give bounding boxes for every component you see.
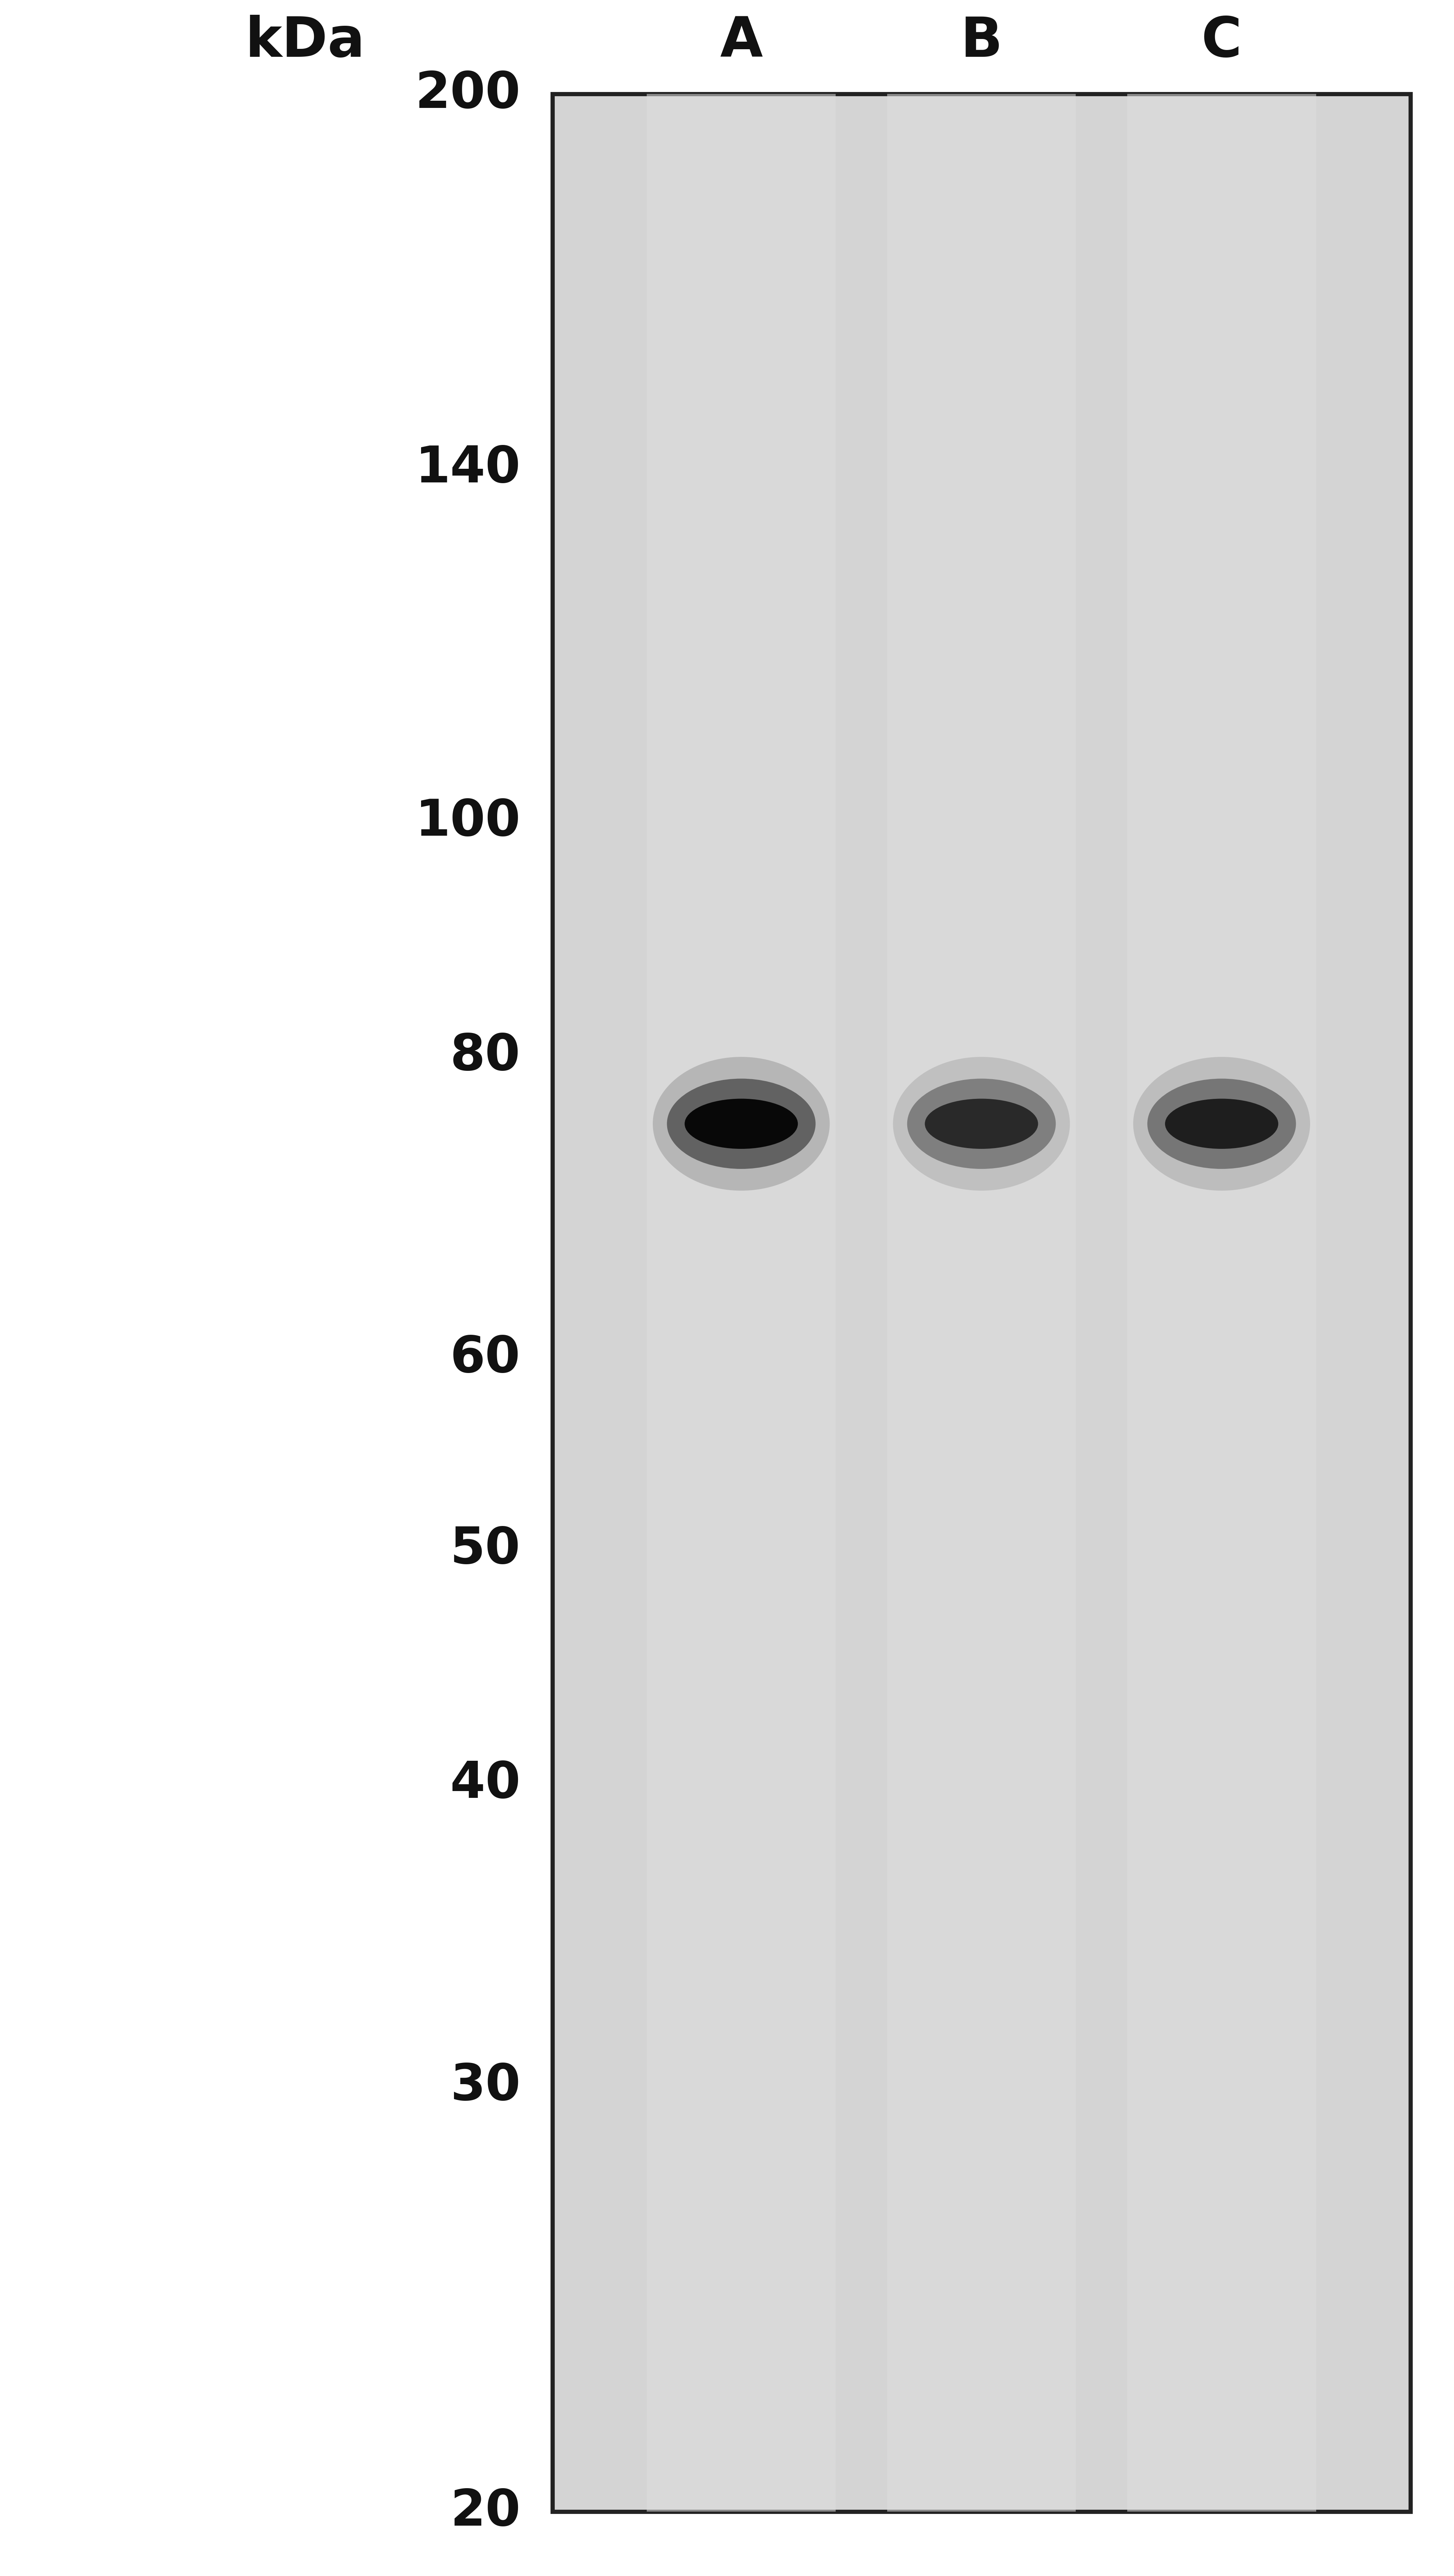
Ellipse shape bbox=[685, 1100, 798, 1149]
Text: kDa: kDa bbox=[246, 15, 365, 67]
Text: 30: 30 bbox=[451, 2061, 521, 2110]
Text: 50: 50 bbox=[451, 1525, 521, 1574]
Text: 40: 40 bbox=[451, 1759, 521, 1808]
Text: 140: 140 bbox=[416, 443, 521, 492]
Text: 80: 80 bbox=[451, 1030, 521, 1079]
Bar bbox=[887, 93, 1076, 2512]
Ellipse shape bbox=[893, 1056, 1070, 1190]
Bar bbox=[1127, 93, 1316, 2512]
Text: A: A bbox=[720, 15, 762, 67]
Bar bbox=[647, 93, 836, 2512]
Ellipse shape bbox=[1147, 1079, 1296, 1170]
Ellipse shape bbox=[907, 1079, 1056, 1170]
Text: 200: 200 bbox=[416, 70, 521, 118]
Text: B: B bbox=[961, 15, 1002, 67]
Ellipse shape bbox=[667, 1079, 816, 1170]
Ellipse shape bbox=[925, 1100, 1038, 1149]
Text: 20: 20 bbox=[451, 2486, 521, 2537]
Bar bbox=[553, 93, 1410, 2512]
Ellipse shape bbox=[1165, 1100, 1278, 1149]
Text: 100: 100 bbox=[416, 796, 521, 848]
Ellipse shape bbox=[653, 1056, 830, 1190]
Text: 60: 60 bbox=[451, 1334, 521, 1383]
Ellipse shape bbox=[1133, 1056, 1310, 1190]
Text: C: C bbox=[1201, 15, 1242, 67]
